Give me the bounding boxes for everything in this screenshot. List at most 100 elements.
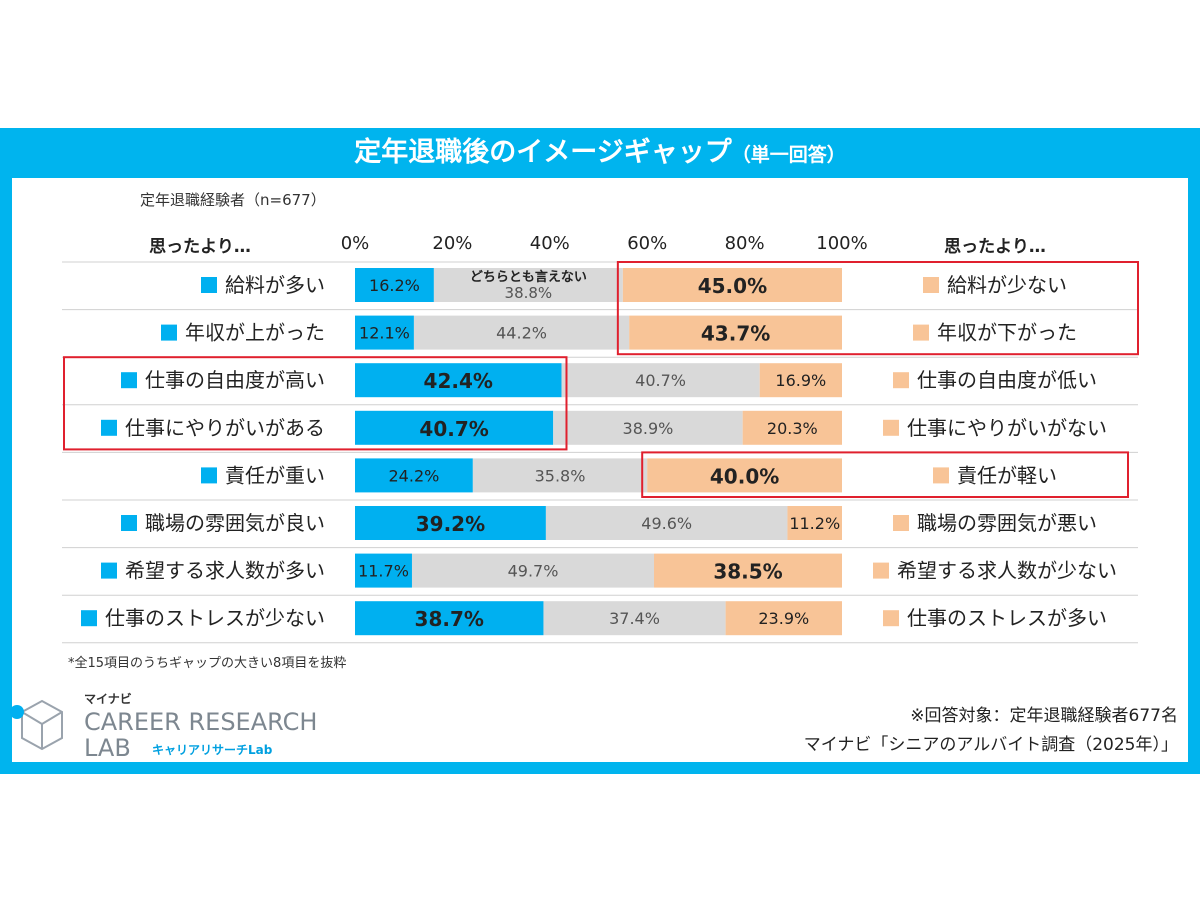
bar-left bbox=[355, 458, 473, 493]
value-right: 43.7% bbox=[701, 322, 770, 346]
cube-icon bbox=[10, 699, 63, 751]
value-right: 16.9% bbox=[775, 371, 826, 390]
x-tick-label: 40% bbox=[530, 233, 570, 254]
respondents-label: 定年退職経験者（n=677） bbox=[140, 191, 326, 209]
bar-right bbox=[629, 315, 842, 350]
value-neutral: 35.8% bbox=[535, 466, 586, 485]
value-right: 20.3% bbox=[767, 419, 818, 438]
bar-right bbox=[759, 363, 842, 398]
right-legend-square bbox=[933, 467, 949, 484]
bar-left bbox=[355, 363, 562, 398]
bar-left bbox=[355, 315, 414, 350]
footnote: *全15項目のうちギャップの大きい8項目を抜粋 bbox=[68, 655, 346, 671]
right-category-label: 責任が軽い bbox=[957, 463, 1057, 487]
bar-right bbox=[787, 506, 842, 540]
x-tick-label: 20% bbox=[432, 233, 472, 254]
chart-title-main: 定年退職後のイメージギャップ bbox=[354, 137, 732, 168]
value-neutral: 38.8% bbox=[505, 284, 553, 302]
source-line-1: ※回答対象：定年退職経験者677名 bbox=[910, 706, 1178, 726]
left-legend-square bbox=[201, 467, 217, 484]
left-legend-square bbox=[121, 372, 137, 389]
neutral-legend: どちらとも言えない bbox=[470, 269, 587, 285]
right-legend-square bbox=[893, 515, 909, 531]
value-left: 39.2% bbox=[416, 512, 485, 536]
right-legend-square bbox=[913, 324, 929, 341]
chart-title: 定年退職後のイメージギャップ（単一回答） bbox=[0, 128, 1200, 178]
highlight-box bbox=[616, 261, 1139, 356]
value-left: 16.2% bbox=[369, 276, 420, 295]
bar-left bbox=[355, 601, 544, 636]
left-category-label: 年収が上がった bbox=[185, 321, 325, 345]
right-legend-square bbox=[893, 372, 909, 389]
value-left: 40.7% bbox=[419, 417, 488, 441]
right-legend-square bbox=[873, 562, 889, 579]
bar-neutral bbox=[411, 553, 655, 588]
left-category-label: 仕事のストレスが少ない bbox=[105, 606, 325, 630]
right-category-label: 仕事のストレスが多い bbox=[907, 606, 1107, 630]
logo-tagline: キャリアリサーチLab bbox=[152, 743, 273, 757]
left-legend-square bbox=[101, 419, 117, 436]
x-tick-label: 0% bbox=[341, 233, 370, 254]
value-left: 24.2% bbox=[389, 466, 440, 485]
value-left: 42.4% bbox=[424, 369, 493, 393]
value-right: 38.5% bbox=[713, 560, 782, 584]
bar-left bbox=[355, 410, 554, 445]
value-right: 40.0% bbox=[710, 464, 779, 488]
x-axis: 0% 20% 40% 60% 80% 100% bbox=[341, 233, 868, 254]
value-right: 45.0% bbox=[698, 274, 767, 298]
logo-brand: マイナビ bbox=[84, 691, 132, 706]
right-category-label: 職場の雰囲気が悪い bbox=[917, 511, 1097, 535]
bar-neutral bbox=[433, 268, 623, 302]
left-category-label: 責任が重い bbox=[225, 463, 325, 487]
left-legend-square bbox=[81, 610, 97, 627]
left-header: 思ったより… bbox=[149, 237, 251, 257]
left-legend-square bbox=[121, 515, 137, 531]
value-left: 38.7% bbox=[415, 607, 484, 631]
left-category-label: 給料が多い bbox=[225, 273, 325, 297]
value-neutral: 44.2% bbox=[496, 324, 547, 343]
highlight-boxes bbox=[63, 261, 1139, 498]
x-tick-label: 60% bbox=[627, 233, 667, 254]
value-left: 11.7% bbox=[358, 562, 409, 581]
bar-neutral bbox=[543, 601, 726, 636]
value-neutral: 49.7% bbox=[508, 562, 559, 581]
bar-left bbox=[355, 506, 546, 540]
highlight-box bbox=[63, 356, 568, 451]
value-neutral: 37.4% bbox=[609, 609, 660, 628]
source-line-2: マイナビ「シニアのアルバイト調査（2025年）」 bbox=[804, 735, 1178, 755]
left-legend-square bbox=[101, 562, 117, 579]
logo-line2: LAB bbox=[84, 734, 131, 762]
value-neutral: 40.7% bbox=[635, 371, 686, 390]
bar-right bbox=[725, 601, 842, 636]
logo-line1: CAREER RESEARCH bbox=[84, 708, 317, 736]
bar-neutral bbox=[413, 315, 630, 350]
value-neutral: 38.9% bbox=[623, 419, 674, 438]
bar-neutral bbox=[545, 506, 788, 540]
bar-right bbox=[647, 458, 842, 493]
left-category-label: 仕事の自由度が高い bbox=[145, 368, 325, 392]
right-legend-square bbox=[883, 419, 899, 436]
right-category-label: 仕事の自由度が低い bbox=[917, 368, 1097, 392]
x-tick-label: 80% bbox=[725, 233, 765, 254]
bar-right bbox=[742, 410, 842, 445]
bar-right bbox=[654, 553, 842, 588]
right-category-label: 仕事にやりがいがない bbox=[907, 416, 1107, 440]
bar-right bbox=[622, 268, 842, 302]
right-category-label: 希望する求人数が少ない bbox=[897, 559, 1117, 583]
left-category-label: 仕事にやりがいがある bbox=[125, 416, 325, 440]
value-right: 23.9% bbox=[758, 609, 809, 628]
bar-neutral bbox=[561, 363, 760, 398]
right-legend-square bbox=[883, 610, 899, 627]
logo: マイナビ CAREER RESEARCH LAB キャリアリサーチLab bbox=[10, 691, 317, 762]
value-left: 12.1% bbox=[359, 324, 410, 343]
right-legend-square bbox=[923, 277, 939, 293]
left-legend-square bbox=[161, 324, 177, 341]
left-category-label: 希望する求人数が多い bbox=[125, 559, 325, 583]
left-legend-square bbox=[201, 277, 217, 293]
x-tick-label: 100% bbox=[816, 233, 867, 254]
highlight-box bbox=[641, 451, 1129, 498]
right-header: 思ったより… bbox=[944, 237, 1046, 257]
right-category-label: 年収が下がった bbox=[937, 321, 1077, 345]
value-neutral: 49.6% bbox=[641, 514, 692, 533]
